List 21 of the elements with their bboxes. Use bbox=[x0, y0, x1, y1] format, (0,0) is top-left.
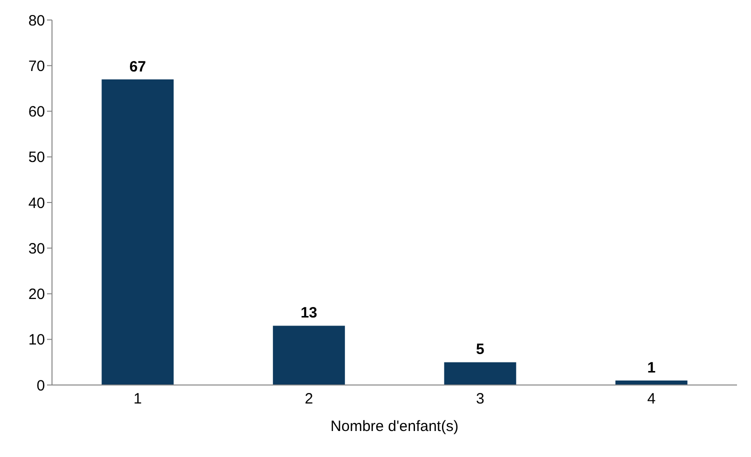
y-tick-label: 60 bbox=[28, 104, 45, 121]
bar bbox=[272, 326, 345, 385]
y-tick-label: 50 bbox=[28, 149, 45, 166]
y-tick-label: 10 bbox=[28, 332, 45, 349]
x-tick-label: 4 bbox=[647, 390, 656, 408]
bar bbox=[444, 362, 516, 385]
y-tick-label: 20 bbox=[28, 286, 45, 304]
data-label: 5 bbox=[476, 341, 484, 358]
y-tick-label: 70 bbox=[28, 58, 45, 75]
bar bbox=[102, 79, 174, 385]
x-tick-label: 2 bbox=[304, 390, 314, 408]
y-tick-label: 80 bbox=[28, 12, 45, 30]
x-axis-title: Nombre d'enfant(s) bbox=[330, 418, 458, 435]
x-tick-label: 3 bbox=[476, 390, 484, 408]
x-tick-label: 1 bbox=[133, 390, 142, 408]
y-tick-label: 40 bbox=[28, 194, 45, 212]
y-tick-label: 0 bbox=[36, 377, 45, 394]
y-tick-label: 30 bbox=[28, 240, 45, 258]
data-label: 67 bbox=[129, 58, 146, 76]
data-label: 13 bbox=[300, 304, 318, 322]
data-label: 1 bbox=[647, 359, 656, 376]
